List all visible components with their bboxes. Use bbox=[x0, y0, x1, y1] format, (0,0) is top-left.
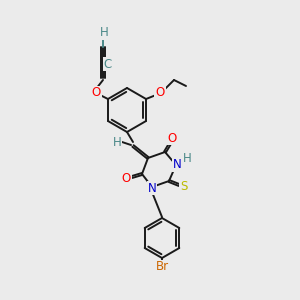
Text: O: O bbox=[155, 85, 165, 98]
Text: H: H bbox=[112, 136, 122, 148]
Text: C: C bbox=[104, 58, 112, 70]
Text: Br: Br bbox=[155, 260, 169, 274]
Text: O: O bbox=[167, 131, 177, 145]
Text: N: N bbox=[148, 182, 156, 194]
Text: O: O bbox=[92, 86, 100, 100]
Text: O: O bbox=[122, 172, 130, 184]
Text: S: S bbox=[180, 181, 188, 194]
Text: N: N bbox=[172, 158, 182, 172]
Text: H: H bbox=[100, 26, 108, 40]
Text: H: H bbox=[183, 152, 191, 164]
